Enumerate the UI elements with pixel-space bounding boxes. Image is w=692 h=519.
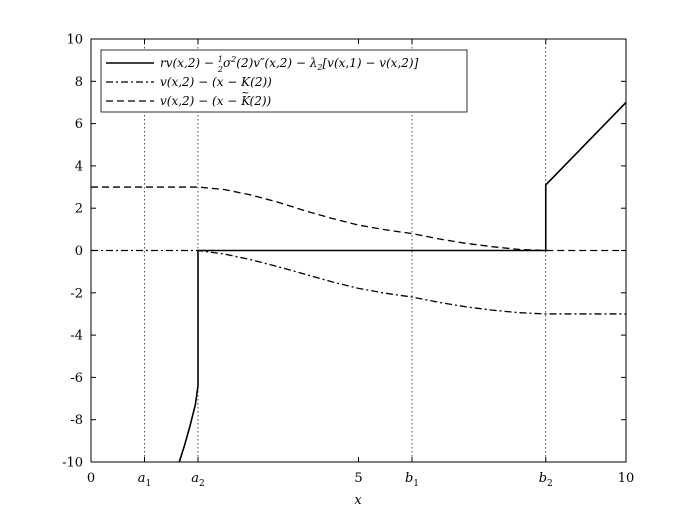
axis-ticks [90,38,627,463]
y-tick-label-1: 8 [75,75,83,90]
y-tick-label-9: -8 [70,413,83,428]
y-tick-label-5: 0 [75,244,83,259]
x-tick-label-1: a1 [138,471,152,489]
y-tick-label-7: -4 [70,329,83,344]
legend-label-series-1: rv(x,2) − 1 2σ2(2)v″(x,2) − λ2[v(x,1) − v… [160,55,419,74]
y-tick-label-10: -10 [62,456,83,471]
x-tick-label-6: 10 [618,471,635,486]
legend-box [100,49,468,113]
series-3-line [91,186,626,252]
legend: rv(x,2) − 1 2σ2(2)v″(x,2) − λ2[v(x,1) − v… [100,49,468,113]
y-tick-label-2: 6 [75,117,83,132]
x-tick-label-3: 5 [354,471,362,486]
y-tick-label-8: -6 [70,371,83,386]
series-1-line [178,101,627,463]
legend-label-series-2: v(x,2) − (x − K(2)) [160,75,272,89]
x-tick-label-0: 0 [87,471,95,486]
x-tick-labels: 0 a1 a2 5 b1 b2 10 [87,471,634,489]
x-tick-label-2: a2 [191,471,205,489]
x-tick-label-4: b1 [405,471,419,489]
y-tick-label-0: 10 [66,33,83,48]
x-axis-label: x [354,493,362,508]
y-tick-labels: 10 8 6 4 2 0 -2 -4 -6 -8 -10 [62,33,83,471]
series-2-line [91,249,626,315]
series-layer [91,101,627,463]
y-tick-label-3: 4 [75,159,83,174]
x-tick-label-5: b2 [539,471,553,489]
y-tick-label-6: -2 [70,286,83,301]
y-tick-label-4: 2 [75,202,83,217]
